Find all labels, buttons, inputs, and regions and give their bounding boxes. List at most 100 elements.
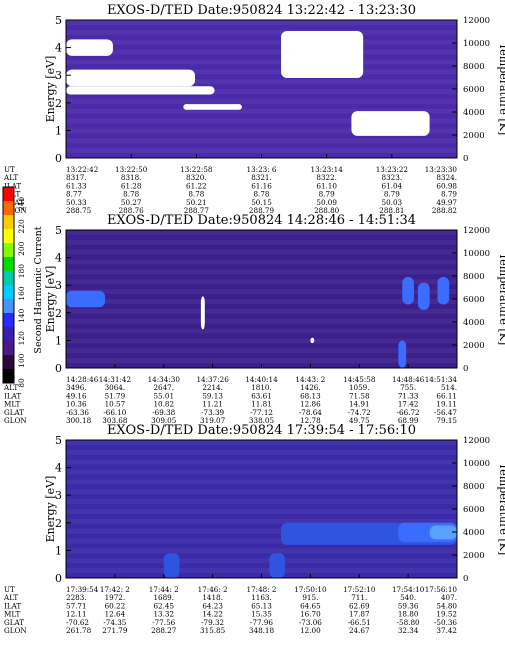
heatmap-region [429,525,457,540]
table-cell: 71.58 [349,391,370,400]
table-cell: -77.96 [250,618,273,627]
table-cell: 711. [351,593,367,602]
y-tick-label: 0 [55,362,62,375]
heatmap-band [66,479,457,485]
table-cell: 50.15 [251,198,272,207]
table-cell: 14:43: 2 [295,375,325,384]
table-cell: 514. [441,383,457,392]
table-cell: 17.87 [349,610,370,619]
heatmap-band [66,338,457,344]
table-cell: 62.69 [349,601,370,610]
table-cell: 49.75 [349,416,370,425]
table-cell: 14:34:30 [148,375,181,384]
y2-tick-label: 6000 [463,505,485,515]
table-cell: -74.35 [103,618,126,627]
table-cell: -66.10 [103,408,126,417]
heatmap-band [66,538,457,544]
heatmap-band [66,279,457,285]
table-cell: 17:42: 2 [100,585,130,594]
table-cell: 261.78 [66,626,92,635]
heatmap-background [66,230,457,368]
colorbar-segment [3,215,14,230]
table-cell: 61.22 [186,181,207,190]
table-cell: 1163. [251,593,272,602]
colorbar-frame [2,186,15,384]
y2-axis-label: Temperature [K] [497,43,505,135]
table-cell: 13:23:22 [376,165,408,174]
table-cell: 79.15 [436,416,457,425]
y2-tick-label: 0 [463,364,468,374]
table-cell: 407. [441,593,457,602]
table-cell: 8.78 [253,190,269,199]
table-cell: -77.56 [152,618,175,627]
table-cell: 8324. [436,173,457,182]
heatmap-band [66,249,457,255]
table-cell: 1059. [349,383,370,392]
table-cell: 17:48: 2 [247,585,277,594]
table-cell: 8.79 [441,190,457,199]
table-cell: 8322. [316,173,337,182]
table-row-label: UT [4,165,15,174]
table-cell: 12.00 [300,626,321,635]
table-cell: 65.13 [251,601,272,610]
table-cell: 66.11 [436,391,457,400]
table-cell: 61.04 [382,181,403,190]
table-cell: 57.71 [66,601,87,610]
y-tick-label: 3 [55,279,62,292]
table-row-label: GLON [4,206,27,215]
y2-tick-label: 12000 [463,226,490,236]
y2-tick-label: 10000 [463,39,490,49]
table-cell: 61.33 [66,181,87,190]
heatmap-region [66,86,215,95]
heatmap-band [66,499,457,505]
table-cell: 288.75 [66,206,92,215]
table-cell: 50.21 [186,198,207,207]
heatmap-band [66,148,457,154]
heatmap-band [66,469,457,475]
colorbar-segment [3,257,14,272]
colorbar-segment [3,355,14,370]
table-row-label: ALT [3,593,18,602]
y2-tick-label: 8000 [463,62,485,72]
heatmap-band [66,79,457,85]
colorbar-segment [3,285,14,300]
colorbar-tick-label: 140 [17,308,26,323]
table-cell: 17:39:54 [66,585,99,594]
y2-tick-label: 2000 [463,341,485,351]
y-tick-label: 4 [55,462,62,475]
y-tick-label: 1 [55,334,62,347]
table-cell: 32.34 [398,626,419,635]
panel-title: EXOS-D/TED Date:950824 14:28:46 - 14:51:… [107,213,416,228]
colorbar-tick-label: 180 [17,264,26,279]
colorbar-tick-label: 120 [17,331,26,346]
heatmap-band [66,509,457,514]
heatmap-region [66,39,113,56]
y2-tick-label: 0 [463,574,468,584]
table-cell: 288.82 [432,206,457,215]
heatmap-band [66,358,457,364]
table-cell: 13:23:14 [311,165,344,174]
table-cell: 17.42 [398,400,419,409]
y-tick-label: 2 [55,307,62,320]
table-cell: 61.28 [121,181,142,190]
table-cell: 14.91 [349,400,370,409]
y2-tick-label: 8000 [463,272,485,282]
colorbar-tick-label: 80 [17,378,26,388]
heatmap-region [66,290,106,308]
table-cell: 50.33 [66,198,87,207]
heatmap-band [66,269,457,275]
table-cell: 11.21 [202,400,223,409]
table-cell: 288.77 [184,206,210,215]
table-cell: 8.78 [123,190,139,199]
table-cell: 64.23 [202,601,223,610]
heatmap-band [66,128,457,134]
y-tick-label: 4 [55,252,62,265]
table-cell: 13:22:42 [66,165,98,174]
colorbar-tick-label: 160 [17,286,26,301]
y2-tick-label: 10000 [463,459,490,469]
y-axis-label: Energy [eV] [44,56,57,123]
table-cell: 288.76 [119,206,145,215]
table-cell: 10.82 [153,400,174,409]
heatmap-band [66,138,457,144]
table-row-label: ALT [3,383,18,392]
